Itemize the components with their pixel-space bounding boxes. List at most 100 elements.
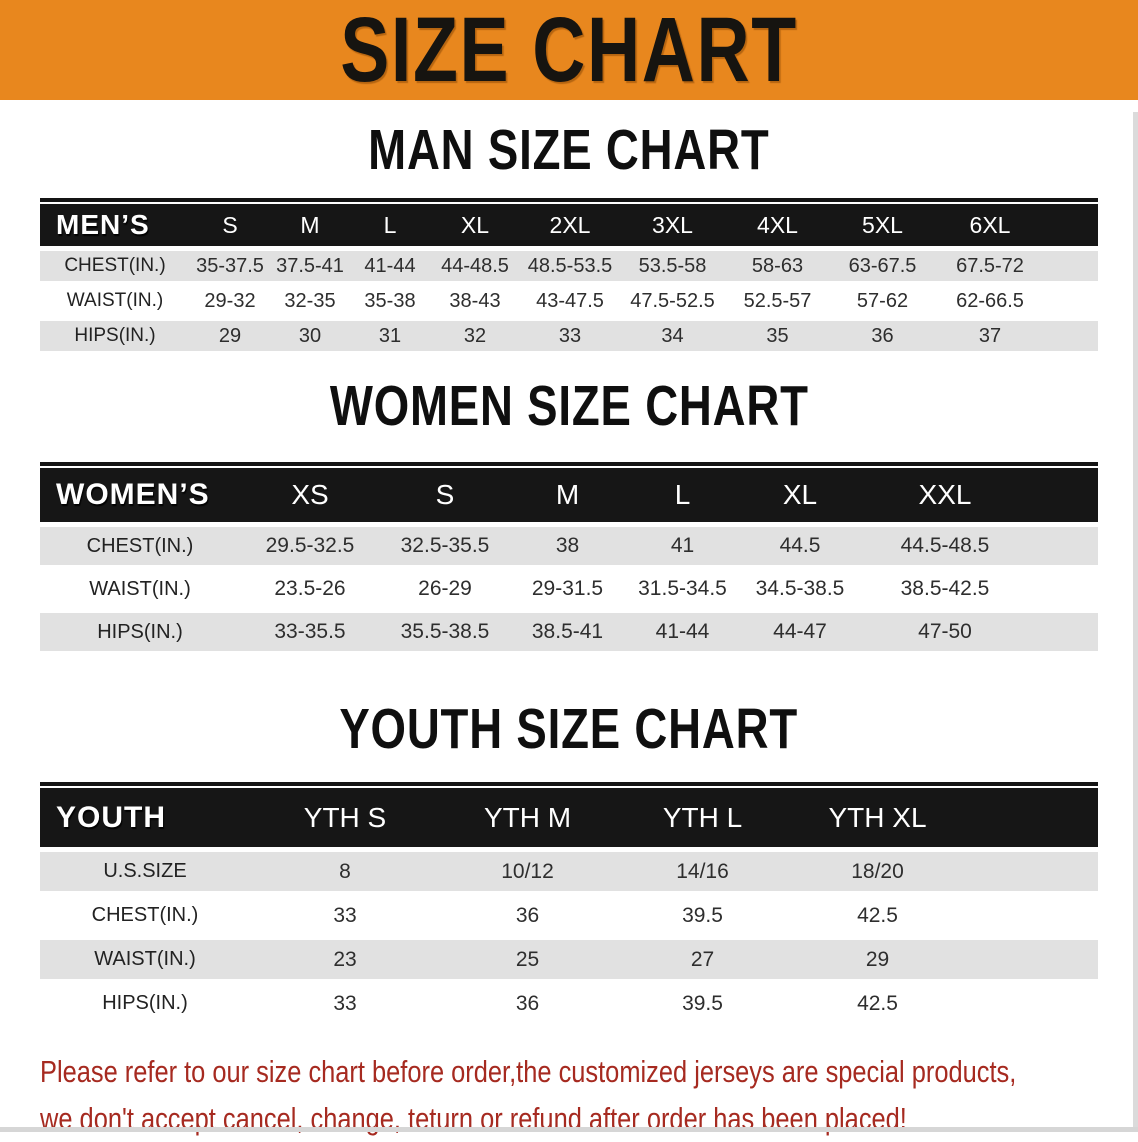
filler-cell (1045, 281, 1098, 316)
size-value-cell: 31.5-34.5 (625, 565, 740, 608)
row-label: WAIST(IN.) (40, 565, 240, 608)
scan-edge-right (1133, 112, 1138, 1132)
size-value-cell: 44.5 (740, 522, 860, 565)
size-value-cell: 47-50 (860, 608, 1030, 651)
column-header: S (380, 466, 510, 522)
filler-cell (1030, 466, 1098, 522)
size-value-cell: 34.5-38.5 (740, 565, 860, 608)
column-header: YTH L (615, 786, 790, 847)
size-value-cell: 41 (625, 522, 740, 565)
column-header: 2XL (520, 202, 620, 246)
size-value-cell: 18/20 (790, 847, 965, 891)
filler-cell (965, 979, 1098, 1023)
table-row: HIPS(IN.) 33-35.5 35.5-38.5 38.5-41 41-44 44-… (40, 608, 1098, 651)
table-group-label: MEN’S (40, 202, 190, 246)
size-value-cell: 33-35.5 (240, 608, 380, 651)
table-row: WAIST(IN.) 23 25 27 29 (40, 935, 1098, 979)
table-row: WAIST(IN.) 29-32 32-35 35-38 38-43 43-47.5 47.… (40, 281, 1098, 316)
column-header: L (625, 466, 740, 522)
size-value-cell: 62-66.5 (935, 281, 1045, 316)
size-value-cell: 53.5-58 (620, 246, 725, 281)
size-value-cell: 35.5-38.5 (380, 608, 510, 651)
youth-size-chart-heading-text: YOUTH SIZE CHART (339, 697, 799, 761)
column-header: YTH XL (790, 786, 965, 847)
filler-cell (1030, 565, 1098, 608)
size-value-cell: 39.5 (615, 979, 790, 1023)
size-value-cell: 38-43 (430, 281, 520, 316)
women-size-chart-heading-text: WOMEN SIZE CHART (329, 374, 809, 438)
filler-cell (965, 847, 1098, 891)
column-header: M (270, 202, 350, 246)
size-value-cell: 52.5-57 (725, 281, 830, 316)
column-header: M (510, 466, 625, 522)
size-value-cell: 48.5-53.5 (520, 246, 620, 281)
size-value-cell: 35 (725, 316, 830, 351)
column-header: YTH M (440, 786, 615, 847)
row-label: U.S.SIZE (40, 847, 250, 891)
size-value-cell: 33 (250, 979, 440, 1023)
size-value-cell: 42.5 (790, 979, 965, 1023)
size-value-cell: 37 (935, 316, 1045, 351)
row-label: HIPS(IN.) (40, 608, 240, 651)
column-header: XS (240, 466, 380, 522)
table-header-row: WOMEN’S XS S M L XL XXL (40, 466, 1098, 522)
column-header: 6XL (935, 202, 1045, 246)
filler-cell (1045, 246, 1098, 281)
women-size-table: WOMEN’S XS S M L XL XXL CHEST(IN.) 29.5-32.5 32.5… (40, 462, 1098, 651)
size-value-cell: 44-48.5 (430, 246, 520, 281)
size-value-cell: 63-67.5 (830, 246, 935, 281)
column-header: S (190, 202, 270, 246)
size-value-cell: 32.5-35.5 (380, 522, 510, 565)
table-row: CHEST(IN.) 35-37.5 37.5-41 41-44 44-48.5 48.5… (40, 246, 1098, 281)
column-header: 5XL (830, 202, 935, 246)
table-row: HIPS(IN.) 33 36 39.5 42.5 (40, 979, 1098, 1023)
table-row: CHEST(IN.) 29.5-32.5 32.5-35.5 38 41 44.5 44.5… (40, 522, 1098, 565)
youth-size-chart-heading: YOUTH SIZE CHART (0, 701, 1138, 758)
column-header: L (350, 202, 430, 246)
table-row: CHEST(IN.) 33 36 39.5 42.5 (40, 891, 1098, 935)
disclaimer-note: Please refer to our size chart before or… (40, 1048, 1100, 1142)
size-value-cell: 33 (250, 891, 440, 935)
size-value-cell: 43-47.5 (520, 281, 620, 316)
table-row: WAIST(IN.) 23.5-26 26-29 29-31.5 31.5-34.5 34… (40, 565, 1098, 608)
size-value-cell: 38.5-42.5 (860, 565, 1030, 608)
table-group-label: WOMEN’S (40, 466, 240, 522)
size-value-cell: 25 (440, 935, 615, 979)
women-size-chart-heading: WOMEN SIZE CHART (0, 378, 1138, 435)
size-value-cell: 29-31.5 (510, 565, 625, 608)
size-value-cell: 35-38 (350, 281, 430, 316)
size-value-cell: 10/12 (440, 847, 615, 891)
size-value-cell: 33 (520, 316, 620, 351)
size-value-cell: 36 (440, 891, 615, 935)
row-label: HIPS(IN.) (40, 316, 190, 351)
row-label: CHEST(IN.) (40, 246, 190, 281)
size-value-cell: 41-44 (625, 608, 740, 651)
size-value-cell: 39.5 (615, 891, 790, 935)
table-header-row: MEN’S S M L XL 2XL 3XL 4XL 5XL 6XL (40, 202, 1098, 246)
men-size-table: MEN’S S M L XL 2XL 3XL 4XL 5XL 6XL CHEST(IN.) 35-37… (40, 198, 1098, 351)
row-label: CHEST(IN.) (40, 522, 240, 565)
row-label: WAIST(IN.) (40, 935, 250, 979)
size-value-cell: 41-44 (350, 246, 430, 281)
size-value-cell: 35-37.5 (190, 246, 270, 281)
filler-cell (1045, 202, 1098, 246)
size-value-cell: 29 (790, 935, 965, 979)
column-header: XL (430, 202, 520, 246)
size-value-cell: 37.5-41 (270, 246, 350, 281)
table-header-row: YOUTH YTH S YTH M YTH L YTH XL (40, 786, 1098, 847)
filler-cell (1030, 608, 1098, 651)
size-value-cell: 32 (430, 316, 520, 351)
page-title: SIZE CHART (340, 0, 798, 101)
size-value-cell: 23.5-26 (240, 565, 380, 608)
row-label: CHEST(IN.) (40, 891, 250, 935)
scan-edge-bottom (0, 1127, 1138, 1132)
size-value-cell: 23 (250, 935, 440, 979)
size-value-cell: 57-62 (830, 281, 935, 316)
size-value-cell: 31 (350, 316, 430, 351)
column-header: YTH S (250, 786, 440, 847)
size-value-cell: 36 (830, 316, 935, 351)
disclaimer-line-1: Please refer to our size chart before or… (40, 1054, 1017, 1089)
column-header: 4XL (725, 202, 830, 246)
size-value-cell: 67.5-72 (935, 246, 1045, 281)
row-label: HIPS(IN.) (40, 979, 250, 1023)
